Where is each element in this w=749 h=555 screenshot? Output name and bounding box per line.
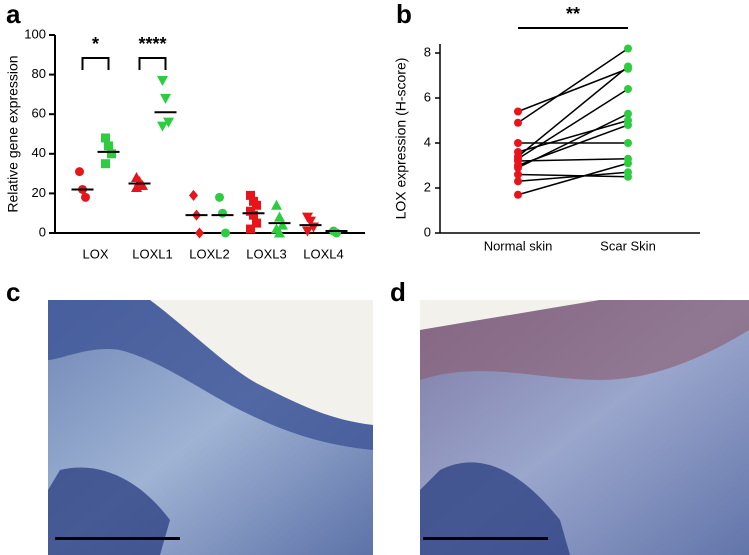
y-tick-label: 0: [424, 224, 431, 239]
pair-line: [517, 68, 629, 113]
pair-line: [517, 119, 629, 153]
point: [107, 149, 116, 159]
panel-label: c: [6, 277, 20, 307]
point: [274, 227, 285, 238]
point: [332, 228, 341, 238]
point: [624, 168, 632, 177]
point: [137, 179, 148, 190]
x-tick-label: Normal skin: [484, 238, 553, 253]
pair-line: [517, 65, 629, 158]
point: [215, 192, 224, 202]
point: [157, 76, 168, 87]
pair-line: [517, 171, 629, 182]
y-axis-label: LOX expression (H-score): [393, 58, 409, 220]
point: [514, 139, 522, 147]
point: [101, 133, 110, 143]
point: [514, 177, 522, 186]
point: [305, 216, 316, 227]
significance-label: ****: [138, 34, 166, 54]
pair-line: [517, 158, 629, 162]
pair-line: [517, 47, 629, 124]
point: [514, 190, 522, 199]
point: [221, 228, 230, 238]
y-tick-label: 6: [424, 89, 431, 104]
significance-label: *: [92, 34, 99, 54]
point: [104, 141, 113, 151]
y-tick-label: 8: [424, 44, 431, 59]
point: [189, 189, 198, 201]
pair-line: [517, 88, 629, 160]
point: [271, 199, 282, 210]
point: [624, 109, 632, 118]
y-tick-label: 60: [32, 106, 46, 121]
y-axis-label: Relative gene expression: [5, 55, 21, 212]
significance-bracket: [81, 57, 110, 70]
point: [246, 224, 255, 234]
significance-label: **: [566, 4, 580, 24]
y-tick-label: 20: [32, 185, 46, 200]
point: [514, 163, 522, 172]
micrograph: [420, 300, 749, 555]
y-tick-label: 100: [24, 26, 46, 41]
point: [157, 121, 168, 132]
x-tick-label: LOX: [82, 246, 108, 261]
point: [163, 117, 174, 128]
point: [514, 170, 522, 179]
point: [277, 219, 288, 230]
point: [160, 93, 171, 104]
x-tick-label: LOXL4: [303, 246, 343, 261]
pair-line: [517, 113, 629, 169]
x-tick-label: LOXL2: [189, 246, 229, 261]
y-tick-label: 4: [424, 134, 431, 149]
y-tick-label: 40: [32, 145, 46, 160]
point: [101, 159, 110, 169]
point: [624, 85, 632, 93]
x-tick-label: LOXL1: [132, 246, 172, 261]
y-tick-label: 0: [39, 224, 46, 239]
point: [302, 226, 313, 237]
panel-label: d: [390, 277, 406, 307]
point: [274, 211, 285, 222]
panel-label: b: [396, 0, 412, 29]
point: [624, 44, 632, 53]
point: [514, 107, 522, 116]
point: [75, 167, 84, 177]
y-tick-label: 80: [32, 66, 46, 81]
y-tick-label: 2: [424, 179, 431, 194]
x-tick-label: LOXL3: [246, 246, 286, 261]
point: [81, 192, 90, 202]
micrograph: [48, 300, 373, 555]
significance-bracket: [138, 57, 167, 70]
x-tick-label: Scar Skin: [600, 238, 656, 253]
panel-label: a: [6, 0, 21, 29]
point: [514, 118, 522, 127]
pair-line: [517, 173, 629, 178]
point: [624, 62, 632, 71]
point: [624, 159, 632, 168]
point: [218, 208, 227, 218]
point: [249, 210, 258, 220]
point: [624, 121, 632, 129]
point: [624, 139, 632, 147]
point: [131, 181, 142, 192]
point: [195, 227, 204, 239]
pair-line: [517, 162, 629, 196]
